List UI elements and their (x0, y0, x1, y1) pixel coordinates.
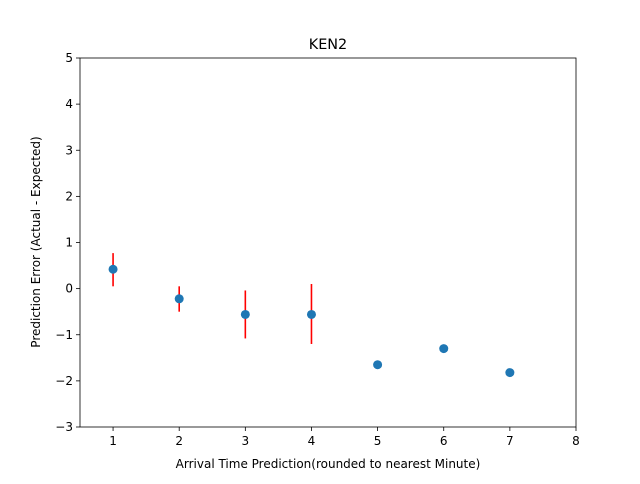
x-tick-label: 3 (242, 434, 250, 448)
y-tick-label: 4 (65, 97, 73, 111)
x-tick-label: 7 (506, 434, 514, 448)
data-point (240, 309, 250, 319)
x-tick-label: 4 (308, 434, 316, 448)
y-tick-label: 1 (65, 236, 73, 250)
y-axis-label: Prediction Error (Actual - Expected) (29, 136, 43, 347)
plot-frame (79, 57, 577, 428)
x-tick-label: 8 (572, 434, 580, 448)
data-point (505, 368, 515, 378)
data-point (373, 360, 383, 370)
x-tick-label: 5 (374, 434, 382, 448)
data-point (108, 264, 118, 274)
x-axis-label: Arrival Time Prediction(rounded to neare… (176, 457, 481, 471)
x-tick-label: 2 (175, 434, 183, 448)
data-point (174, 294, 184, 304)
plot-area: 1 2 3 4 5 6 7 8 −3 −2 −1 0 1 2 3 4 5 (55, 51, 580, 448)
y-tick-label: −2 (55, 374, 73, 388)
x-tick-label: 6 (440, 434, 448, 448)
y-tick-label: 3 (65, 143, 73, 157)
y-tick-label: −3 (55, 420, 73, 434)
data-point (439, 344, 449, 354)
y-tick-label: −1 (55, 328, 73, 342)
data-point (306, 309, 316, 319)
chart-title: KEN2 (309, 37, 347, 53)
y-tick-label: 5 (65, 51, 73, 65)
x-tick-label: 1 (109, 434, 117, 448)
y-tick-label: 2 (65, 189, 73, 203)
y-tick-label: 0 (65, 282, 73, 296)
